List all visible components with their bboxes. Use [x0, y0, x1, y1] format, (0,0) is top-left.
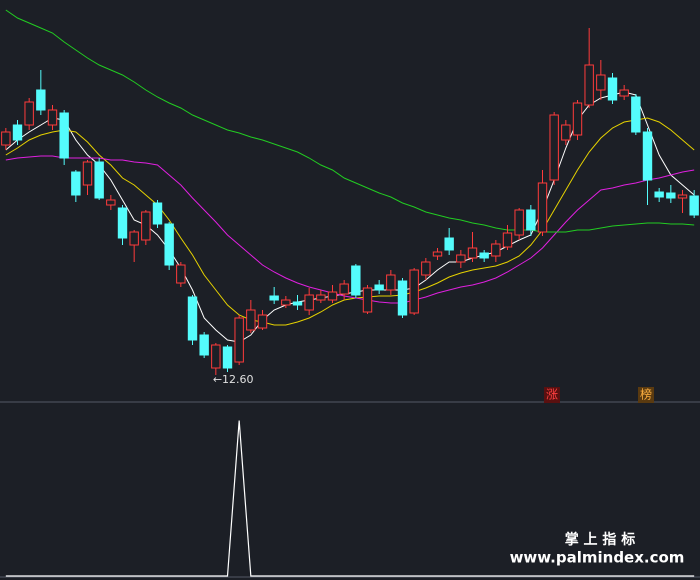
candle-body: [222, 346, 233, 369]
candle-body: [386, 274, 396, 291]
indicator-pane: [5, 420, 695, 577]
moving-average: [5, 117, 695, 326]
candle-body: [666, 192, 676, 199]
candle-body: [199, 334, 209, 356]
candle-body: [502, 232, 513, 248]
candle-body: [339, 283, 349, 295]
candle-body: [596, 74, 606, 91]
candle-body: [619, 89, 629, 97]
candle-body: [677, 194, 688, 199]
watermark-url: www.palmindex.com: [510, 549, 685, 567]
candle-body: [327, 291, 338, 301]
candle-body: [1, 131, 11, 146]
moving-average: [5, 9, 695, 233]
watermark-title: 掌 上 指 标: [565, 531, 636, 548]
candle-body: [269, 295, 279, 301]
candle-body: [444, 237, 454, 251]
candle-body: [117, 207, 128, 239]
low-annotation: ←12.60: [213, 373, 254, 386]
candle-body: [584, 64, 594, 106]
candle-body: [304, 294, 314, 311]
candle-body: [572, 102, 583, 136]
marker-label: 涨: [546, 387, 558, 402]
candle-body: [59, 112, 69, 159]
candle-body: [211, 344, 221, 369]
candle-body: [479, 252, 489, 259]
candle-body: [491, 243, 501, 257]
candle-body: [654, 191, 664, 198]
moving-average: [5, 155, 695, 304]
candle-body: [187, 296, 198, 341]
candle-body: [432, 251, 443, 257]
candle-body: [24, 101, 34, 126]
candle-body: [176, 264, 186, 284]
candle-body: [409, 269, 419, 314]
candle-body: [234, 317, 244, 363]
candle-body: [152, 202, 163, 225]
marker-box: [638, 387, 654, 403]
candle-body: [351, 265, 361, 296]
marker-box: [544, 387, 560, 403]
candle-body: [71, 171, 81, 196]
candle-body: [246, 309, 256, 331]
candle-body: [374, 284, 384, 291]
candle-body: [82, 161, 93, 186]
candle-body: [164, 223, 174, 266]
candle-body: [316, 294, 326, 301]
candle-body: [36, 89, 46, 111]
candle-body: [281, 299, 291, 306]
candle-body: [397, 280, 408, 316]
candle-body: [642, 131, 653, 181]
moving-average: [5, 91, 695, 343]
candle-body: [467, 247, 478, 259]
candle-body: [292, 301, 303, 306]
marker-label: 榜: [640, 387, 652, 402]
candle-body: [689, 195, 699, 216]
candle-body: [362, 287, 373, 313]
candle-body: [12, 124, 23, 141]
candle-body: [257, 314, 268, 329]
candle-body: [526, 209, 536, 231]
candle-body: [456, 254, 466, 263]
candle-body: [607, 77, 618, 101]
candle-body: [129, 231, 139, 246]
candle-body: [549, 114, 559, 181]
indicator-line: [5, 420, 695, 577]
candle-body: [94, 161, 104, 199]
candle-body: [141, 211, 151, 241]
candle-body: [421, 261, 431, 276]
candle-body: [561, 124, 571, 141]
candle-body: [47, 109, 58, 126]
price-pane: ←12.60: [1, 9, 699, 386]
candle-body: [631, 96, 641, 133]
candle-body: [106, 199, 116, 206]
candle-body: [537, 182, 548, 233]
candle-body: [514, 209, 524, 236]
